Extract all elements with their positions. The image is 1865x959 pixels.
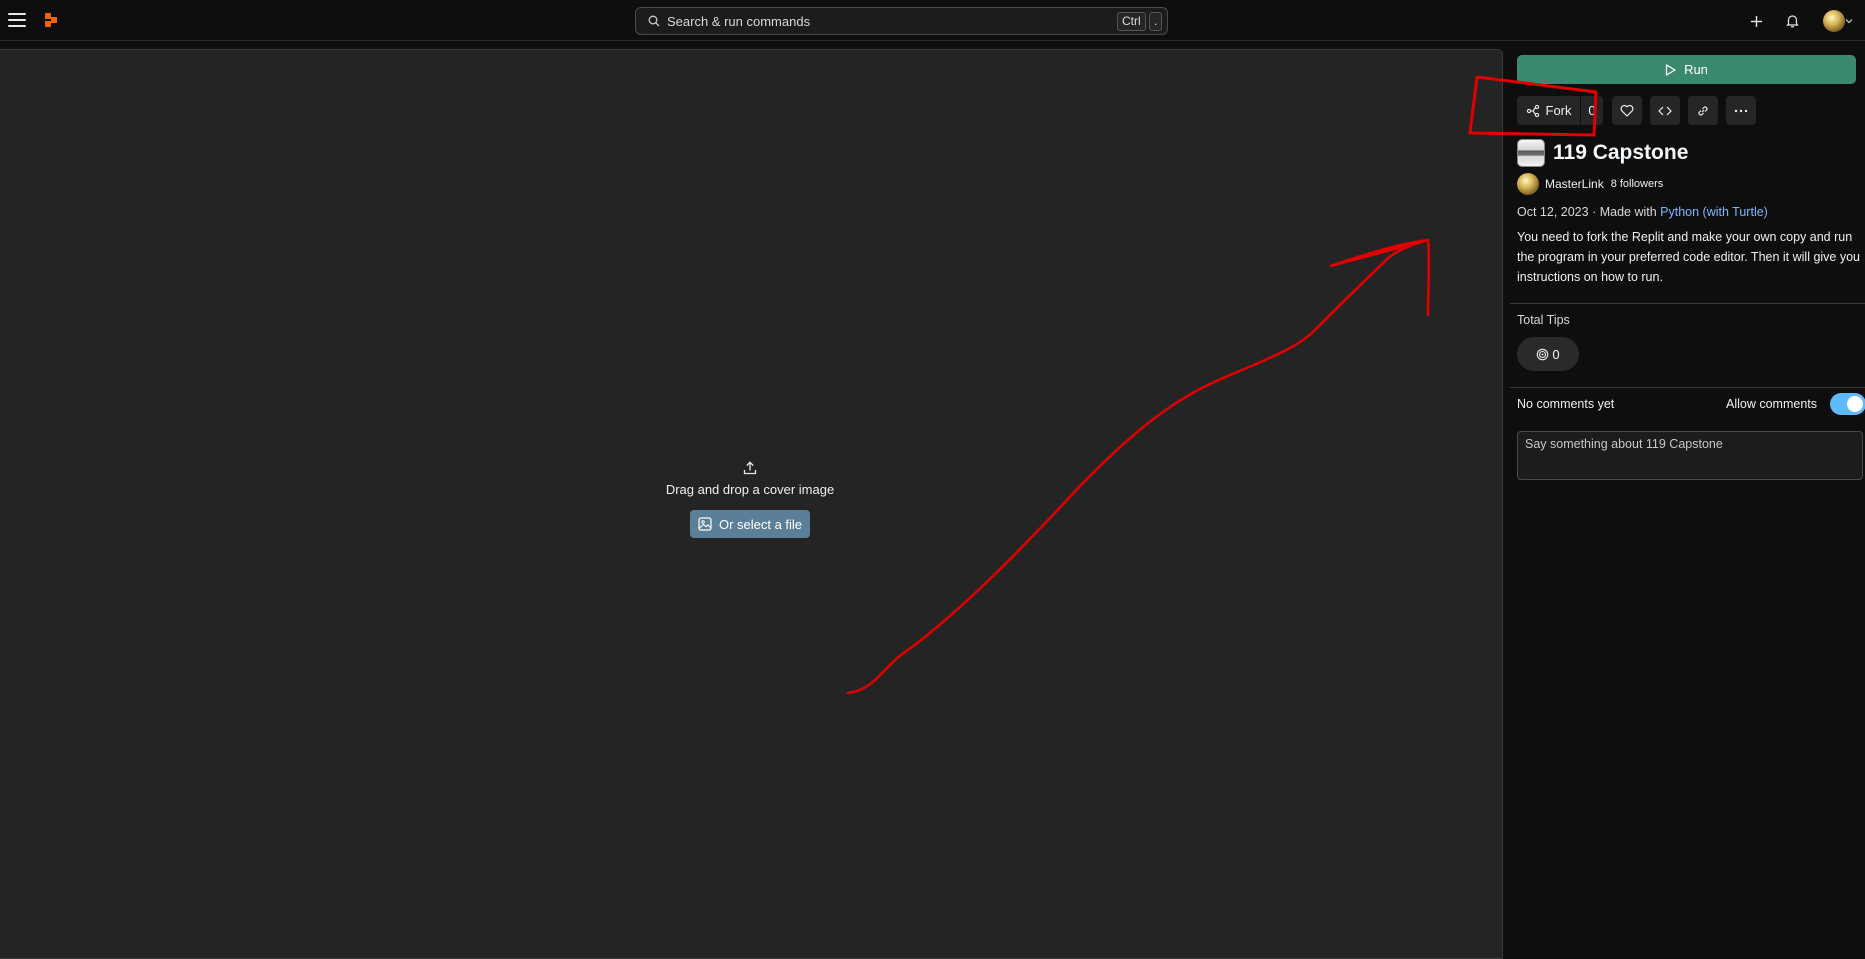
copy-link-button[interactable] bbox=[1688, 96, 1718, 125]
tips-label: Total Tips bbox=[1517, 313, 1570, 327]
select-file-button[interactable]: Or select a file bbox=[689, 510, 811, 538]
search-bar[interactable]: Search & run commands Ctrl . bbox=[635, 7, 1168, 35]
allow-comments-toggle[interactable] bbox=[1830, 393, 1865, 415]
owner-avatar[interactable] bbox=[1517, 173, 1539, 195]
chevron-down-icon[interactable] bbox=[1843, 10, 1855, 32]
cover-drop-zone[interactable]: Drag and drop a cover image Or select a … bbox=[630, 460, 870, 538]
shortcut-ctrl: Ctrl bbox=[1117, 12, 1146, 31]
more-options-button[interactable] bbox=[1726, 96, 1756, 125]
upload-icon bbox=[743, 461, 757, 475]
search-placeholder: Search & run commands bbox=[667, 13, 811, 29]
top-bar: Search & run commands Ctrl . bbox=[0, 0, 1865, 41]
repl-title: 119 Capstone bbox=[1553, 141, 1689, 164]
created-date: Oct 12, 2023 bbox=[1517, 205, 1589, 219]
user-avatar[interactable] bbox=[1823, 10, 1845, 32]
repl-description: You need to fork the Replit and make you… bbox=[1517, 230, 1861, 284]
tips-button[interactable]: 0 bbox=[1517, 337, 1579, 371]
comment-input[interactable]: Say something about 119 Capstone bbox=[1517, 431, 1863, 480]
heart-icon bbox=[1620, 104, 1634, 117]
run-label: Run bbox=[1684, 62, 1708, 77]
embed-button[interactable] bbox=[1650, 96, 1680, 125]
cover-image-area[interactable]: Drag and drop a cover image Or select a … bbox=[0, 49, 1503, 959]
followers-count[interactable]: 8 followers bbox=[1610, 178, 1664, 190]
ellipsis-icon bbox=[1734, 109, 1748, 112]
divider bbox=[1510, 303, 1865, 304]
link-icon bbox=[1698, 105, 1708, 116]
replit-logo[interactable] bbox=[44, 12, 60, 28]
owner-name[interactable]: MasterLink bbox=[1545, 177, 1604, 191]
fork-count[interactable]: 0 bbox=[1581, 96, 1603, 125]
menu-icon[interactable] bbox=[6, 10, 28, 30]
fork-button[interactable]: Fork bbox=[1517, 96, 1580, 125]
image-icon bbox=[698, 517, 712, 531]
tips-count: 0 bbox=[1552, 346, 1560, 362]
like-button[interactable] bbox=[1612, 96, 1642, 125]
repl-meta: Oct 12, 2023 · Made with Python (with Tu… bbox=[1517, 205, 1768, 219]
plus-icon[interactable] bbox=[1745, 10, 1767, 32]
fork-label: Fork bbox=[1545, 103, 1572, 118]
code-icon bbox=[1658, 106, 1672, 115]
drop-text: Drag and drop a cover image bbox=[665, 482, 835, 497]
bell-icon[interactable] bbox=[1781, 10, 1803, 32]
select-file-label: Or select a file bbox=[718, 516, 803, 532]
shortcut-period: . bbox=[1149, 12, 1163, 31]
fork-icon bbox=[1526, 104, 1539, 117]
search-icon bbox=[648, 15, 660, 27]
divider bbox=[1510, 387, 1865, 388]
repl-icon bbox=[1517, 139, 1545, 167]
top-right-controls bbox=[1745, 6, 1865, 36]
repl-title-row: 119 Capstone bbox=[1517, 137, 1688, 169]
repl-details-panel: Run Fork 0 119 Capstone bbox=[1510, 49, 1865, 959]
play-icon bbox=[1665, 63, 1676, 76]
no-comments-text: No comments yet bbox=[1517, 397, 1615, 411]
run-button[interactable]: Run bbox=[1517, 55, 1856, 84]
allow-comments-label: Allow comments bbox=[1726, 397, 1817, 411]
owner-row: MasterLink 8 followers bbox=[1517, 173, 1663, 195]
language-link[interactable]: Python (with Turtle) bbox=[1660, 205, 1768, 219]
cycles-icon bbox=[1537, 348, 1549, 360]
made-with-prefix: · Made with bbox=[1592, 205, 1657, 219]
